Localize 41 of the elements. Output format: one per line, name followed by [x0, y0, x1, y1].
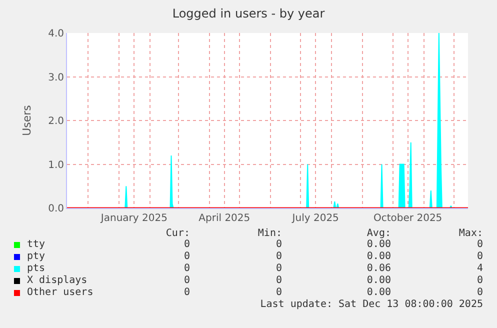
text: 0: [184, 251, 190, 263]
text: 0: [276, 287, 282, 299]
text: 0: [184, 287, 190, 299]
text: 0: [476, 251, 483, 263]
text: 0: [184, 239, 190, 251]
text: 0.00: [366, 275, 391, 287]
y-tick-label: 0.0: [48, 204, 64, 214]
legend-label: pty: [27, 251, 46, 263]
text: 0: [476, 239, 483, 251]
text: Max:: [458, 228, 483, 240]
chart-title: Logged in users - by year: [172, 6, 325, 20]
text: Cur:: [166, 228, 190, 240]
text: 0: [476, 287, 483, 299]
text: Last update: Sat Dec 13 08:00:00 2025: [260, 299, 483, 311]
x-tick-label: July 2025: [291, 213, 339, 224]
y-tick-label: 2.0: [48, 116, 64, 127]
x-tick-label: April 2025: [198, 213, 250, 224]
y-tick-label: 3.0: [48, 72, 64, 84]
text: 0: [276, 263, 282, 275]
text: 0: [276, 251, 282, 263]
text: 0: [276, 275, 282, 287]
text: 0.00: [366, 287, 391, 299]
text: Avg:: [366, 228, 391, 240]
text: Min:: [258, 228, 282, 240]
text: 0: [476, 275, 483, 287]
legend-label: tty: [27, 239, 46, 251]
text: 0: [184, 263, 190, 275]
legend-label: Other users: [27, 287, 94, 299]
text: 0.06: [366, 263, 391, 275]
text: 0: [184, 275, 190, 287]
y-tick-label: 1.0: [48, 160, 64, 171]
text: 4: [476, 263, 483, 275]
text: 0.00: [366, 239, 391, 251]
x-tick-label: January 2025: [100, 213, 168, 224]
text: 0.00: [366, 251, 391, 263]
legend-label: X displays: [27, 275, 88, 287]
text: 0: [276, 239, 282, 251]
y-axis-title: Users: [20, 104, 34, 136]
y-tick-label: 4.0: [48, 28, 64, 40]
x-tick-label: October 2025: [374, 213, 442, 224]
legend-label: pts: [27, 263, 46, 275]
